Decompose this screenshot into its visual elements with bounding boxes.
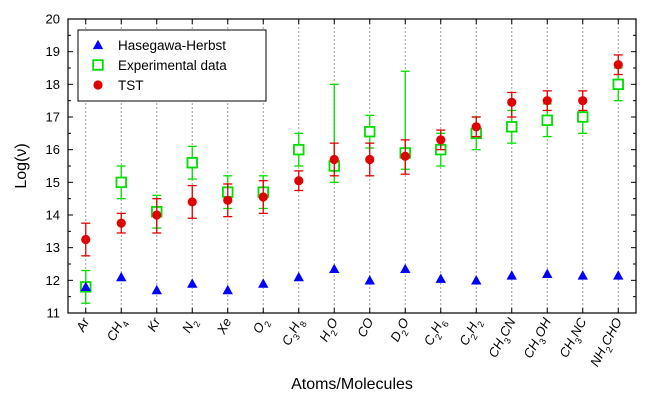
y-tick-label: 15 <box>46 175 60 190</box>
tst-point <box>223 195 233 205</box>
experimental-point <box>541 114 553 126</box>
hasegawa-herbst-point <box>400 263 411 274</box>
y-axis-title: Log(ν) <box>13 143 30 188</box>
y-tick-label: 16 <box>46 142 60 157</box>
y-tick-label: 14 <box>46 208 60 223</box>
x-tick-label-group: O2 <box>250 315 274 337</box>
x-tick-label-group: Kr <box>144 315 164 334</box>
hasegawa-herbst-point <box>151 284 162 295</box>
x-tick-label-group: Ar <box>73 315 93 335</box>
x-tick-label: CH3NC <box>556 315 593 362</box>
tst-point <box>613 60 623 70</box>
hasegawa-herbst-point <box>577 270 588 280</box>
hasegawa-herbst-point <box>222 284 233 295</box>
y-axis-ticks: 11 12 13 14 15 16 17 18 19 20 <box>46 12 636 321</box>
x-tick-label: H2O <box>316 315 344 346</box>
x-tick-label-group: NH2CHO <box>587 315 629 370</box>
y-tick-label: 12 <box>46 273 60 288</box>
x-tick-label: C2H2 <box>456 315 486 349</box>
x-tick-label: Xe <box>213 315 234 337</box>
y-tick-label: 18 <box>46 77 60 92</box>
x-tick-label-group: C3H8 <box>279 315 309 349</box>
hasegawa-herbst-point <box>471 275 482 285</box>
hasegawa-herbst-point <box>613 270 624 280</box>
hasegawa-herbst-point <box>80 281 91 292</box>
tst-point <box>187 197 197 207</box>
x-tick-label: Kr <box>144 315 164 334</box>
experimental-point <box>115 176 127 189</box>
experimental-point <box>577 111 589 123</box>
x-tick-label: O2 <box>250 315 274 337</box>
x-tick-label-group: Xe <box>213 315 234 337</box>
experimental-point <box>612 78 624 91</box>
tst-point <box>436 135 446 145</box>
tst-point <box>507 97 517 107</box>
x-tick-label: D2O <box>387 315 415 346</box>
tst-point <box>152 210 162 220</box>
series-tst <box>81 54 623 257</box>
hasegawa-herbst-point <box>116 271 127 282</box>
y-tick-label: 13 <box>46 240 60 255</box>
tst-point <box>542 96 552 106</box>
x-tick-label: N2 <box>179 315 203 337</box>
x-tick-label-group: CO <box>354 315 376 339</box>
x-tick-label-group: N2 <box>179 315 203 337</box>
tst-point <box>578 96 588 106</box>
hasegawa-herbst-point <box>435 273 446 283</box>
x-tick-label: CH3OH <box>520 315 557 363</box>
y-tick-label: 11 <box>47 306 61 321</box>
x-tick-label: C3H8 <box>279 315 309 349</box>
legend-marker-triangle <box>92 39 104 50</box>
x-tick-label-group: CH3NC <box>556 315 593 362</box>
x-tick-label: CH4 <box>103 315 131 345</box>
tst-point <box>294 176 304 186</box>
hasegawa-herbst-point <box>293 271 304 282</box>
experimental-point <box>506 121 518 133</box>
tst-point <box>81 234 91 245</box>
x-tick-label: C2H6 <box>421 315 451 349</box>
tst-point <box>365 154 375 165</box>
hasegawa-herbst-point <box>542 268 553 278</box>
legend-marker-circle <box>93 80 103 90</box>
legend: Hasegawa-Herbst Experimental data TST <box>77 29 267 102</box>
hasegawa-herbst-point <box>329 263 340 274</box>
x-axis-title: Atoms/Molecules <box>291 376 413 393</box>
hasegawa-herbst-point <box>187 278 198 288</box>
legend-label: Experimental data <box>118 58 227 73</box>
x-tick-label: CH3CN <box>485 315 522 362</box>
experimental-point <box>364 126 376 138</box>
hasegawa-herbst-point <box>506 270 517 280</box>
tst-point <box>116 218 126 228</box>
y-tick-label: 17 <box>46 110 60 125</box>
legend-box <box>77 29 267 102</box>
y-tick-label: 20 <box>46 12 60 27</box>
x-tick-label-group: CH3OH <box>520 315 557 363</box>
series-experimental-data <box>80 67 624 304</box>
tst-point <box>329 154 339 165</box>
hasegawa-herbst-point <box>258 278 269 288</box>
tst-point <box>400 151 410 161</box>
series-hasegawa-herbst <box>80 263 624 295</box>
series-layer <box>80 54 624 304</box>
x-tick-label-group: D2O <box>387 315 415 346</box>
x-tick-label: Ar <box>73 315 93 335</box>
hasegawa-herbst-point <box>364 275 375 285</box>
legend-marker-square <box>92 59 104 71</box>
tst-point <box>258 192 268 202</box>
tst-point <box>471 122 481 132</box>
y-tick-label: 19 <box>46 44 60 59</box>
x-tick-label-group: H2O <box>316 315 344 346</box>
x-tick-label: CO <box>354 315 376 339</box>
x-tick-label-group: C2H2 <box>456 315 486 349</box>
legend-label: TST <box>118 78 144 93</box>
experimental-point <box>293 143 305 156</box>
x-tick-label-group: CH3CN <box>485 315 522 362</box>
legend-label: Hasegawa-Herbst <box>118 38 226 53</box>
x-tick-label: NH2CHO <box>587 315 629 370</box>
x-tick-label-group: CH4 <box>103 315 131 345</box>
experimental-point <box>186 157 198 169</box>
x-tick-label-group: C2H6 <box>421 315 451 349</box>
